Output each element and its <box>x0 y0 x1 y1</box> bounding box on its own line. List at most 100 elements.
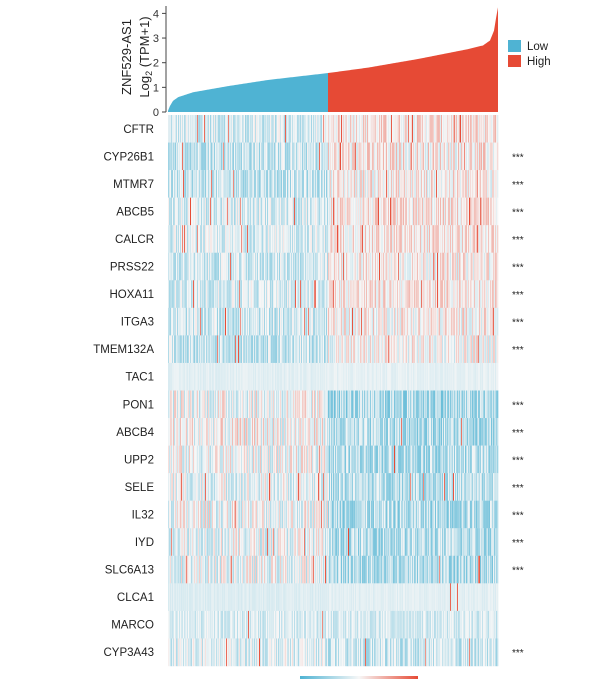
heatmap-cell <box>291 362 293 391</box>
heatmap-cell <box>260 445 262 474</box>
heatmap-cell <box>332 197 334 226</box>
heatmap-cell <box>349 115 351 143</box>
heatmap-cell <box>225 473 227 501</box>
heatmap-cell <box>300 390 302 419</box>
heatmap-cell <box>298 335 300 364</box>
heatmap-cell <box>379 390 381 419</box>
heatmap-cell <box>279 252 281 281</box>
heatmap-cell <box>206 335 208 364</box>
heatmap-cell <box>212 390 214 419</box>
heatmap-cell <box>188 362 190 391</box>
heatmap-cell <box>249 197 251 226</box>
heatmap-cell <box>258 197 260 226</box>
heatmap-cell <box>178 170 180 198</box>
heatmap-cell <box>459 170 461 198</box>
heatmap-cell <box>442 418 444 446</box>
heatmap-cell <box>261 115 263 143</box>
heatmap-cell <box>237 445 239 474</box>
heatmap-cell <box>421 500 423 529</box>
heatmap-cell <box>414 418 416 446</box>
heatmap-cell <box>365 170 367 198</box>
heatmap-cell <box>422 390 424 419</box>
heatmap-cell <box>284 170 286 198</box>
heatmap-cell <box>435 142 437 171</box>
heatmap-cell <box>187 115 189 143</box>
heatmap-cell <box>492 335 494 364</box>
heatmap-cell <box>265 307 267 336</box>
heatmap-cell <box>244 307 246 336</box>
heatmap-cell <box>294 225 296 253</box>
heatmap-cell <box>344 142 346 171</box>
heatmap-cell <box>310 170 312 198</box>
heatmap-cell <box>322 170 324 198</box>
heatmap-cell <box>245 390 247 419</box>
heatmap-cell <box>329 445 331 474</box>
heatmap-cell <box>452 362 454 391</box>
heatmap-cell <box>322 473 324 501</box>
heatmap-cell <box>374 252 376 281</box>
heatmap-cell <box>425 473 427 501</box>
heatmap-cell <box>414 445 416 474</box>
heatmap-cell <box>330 252 332 281</box>
heatmap-cell <box>280 500 282 529</box>
heatmap-cell <box>196 445 198 474</box>
heatmap-cell <box>432 170 434 198</box>
heatmap-cell <box>191 225 193 253</box>
heatmap-cell <box>387 252 389 281</box>
heatmap-cell <box>367 142 369 171</box>
heatmap-cell <box>315 252 317 281</box>
heatmap-cell <box>413 225 415 253</box>
heatmap-cell <box>383 280 385 309</box>
heatmap-cell <box>396 473 398 501</box>
heatmap-cell <box>495 197 497 226</box>
heatmap-cell <box>233 197 235 226</box>
heatmap-cell <box>277 500 279 529</box>
heatmap-cell <box>207 142 209 171</box>
heatmap-cell <box>299 473 301 501</box>
heatmap-cell <box>313 390 315 419</box>
heatmap-cell <box>437 307 439 336</box>
heatmap-cell <box>199 197 201 226</box>
heatmap-cell <box>298 225 300 253</box>
heatmap-cell <box>442 390 444 419</box>
heatmap-cell <box>368 445 370 474</box>
heatmap-cell <box>447 197 449 226</box>
heatmap-cell <box>426 225 428 253</box>
heatmap-cell <box>254 115 256 143</box>
heatmap-cell <box>231 390 233 419</box>
heatmap-cell <box>308 473 310 501</box>
heatmap-cell <box>442 500 444 529</box>
heatmap-cell <box>378 197 380 226</box>
heatmap-cell <box>415 473 417 501</box>
heatmap-cell <box>242 362 244 391</box>
heatmap-cell <box>183 307 185 336</box>
heatmap-cell <box>423 252 425 281</box>
heatmap-cell <box>194 280 196 309</box>
heatmap-cell <box>489 252 491 281</box>
heatmap-cell <box>346 115 348 143</box>
heatmap-cell <box>261 473 263 501</box>
heatmap-cell <box>171 362 173 391</box>
heatmap-cell <box>416 252 418 281</box>
heatmap-cell <box>206 362 208 391</box>
heatmap-cell <box>174 362 176 391</box>
heatmap-cell <box>357 418 359 446</box>
heatmap-cell <box>316 500 318 529</box>
heatmap-cell <box>211 418 213 446</box>
heatmap-cell <box>283 390 285 419</box>
heatmap-cell <box>211 307 213 336</box>
heatmap-cell <box>374 225 376 253</box>
heatmap-cell <box>201 197 203 226</box>
heatmap-cell <box>342 418 344 446</box>
heatmap-cell <box>265 418 267 446</box>
heatmap-cell <box>318 280 320 309</box>
heatmap-cell <box>292 252 294 281</box>
heatmap-cell <box>181 252 183 281</box>
heatmap-cell <box>261 307 263 336</box>
heatmap-cell <box>174 445 176 474</box>
heatmap-cell <box>175 197 177 226</box>
heatmap-cell <box>363 418 365 446</box>
heatmap-cell <box>353 280 355 309</box>
heatmap-cell <box>204 252 206 281</box>
heatmap-cell <box>416 473 418 501</box>
